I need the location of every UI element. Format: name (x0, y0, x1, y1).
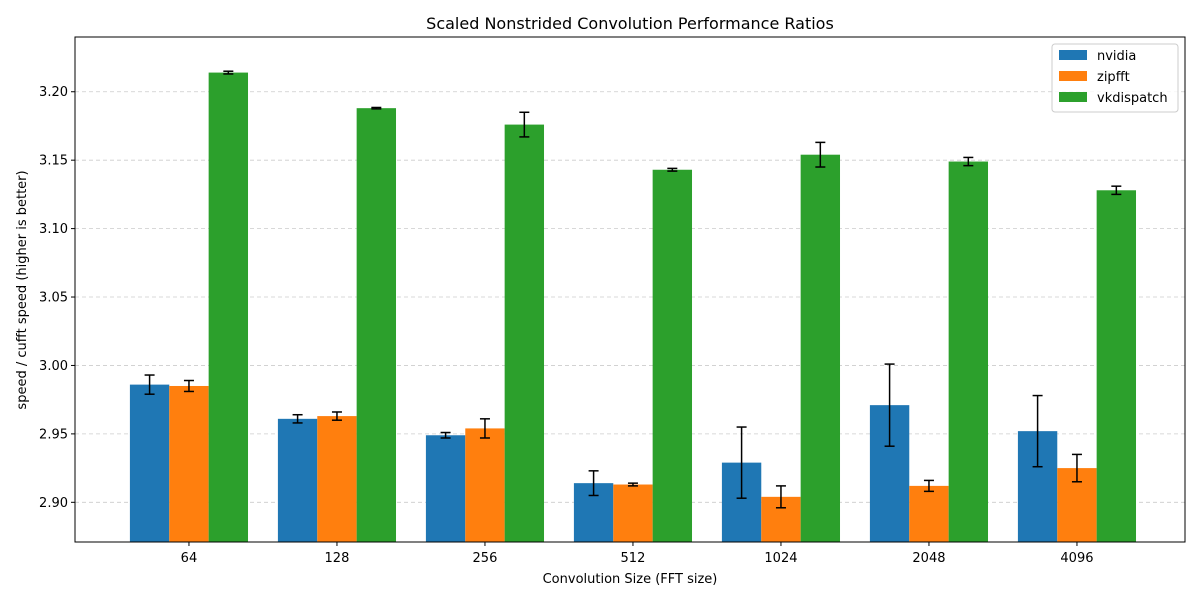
y-tick-label: 3.10 (39, 222, 68, 237)
x-tick-label: 256 (473, 551, 498, 566)
y-tick-label: 3.20 (39, 85, 68, 100)
legend-swatch-nvidia (1059, 50, 1087, 60)
error-bar-vkdispatch-64 (223, 70, 234, 75)
x-tick-label: 1024 (764, 551, 797, 566)
bar-nvidia-64 (129, 384, 170, 542)
legend-label-zipfft: zipfft (1097, 70, 1130, 85)
error-bar-nvidia-1024 (736, 426, 747, 499)
bar-vkdispatch-2048 (948, 161, 989, 542)
legend-swatch-vkdispatch (1059, 92, 1087, 102)
legend-label-nvidia: nvidia (1097, 49, 1136, 64)
error-bar-nvidia-2048 (884, 363, 895, 447)
bar-zipfft-128 (317, 416, 357, 542)
error-bar-nvidia-64 (144, 374, 155, 395)
chart-title: Scaled Nonstrided Convolution Performanc… (426, 14, 834, 33)
bar-vkdispatch-128 (356, 108, 397, 542)
error-bar-vkdispatch-4096 (1111, 185, 1122, 196)
y-tick-label: 3.05 (39, 291, 68, 306)
bar-vkdispatch-512 (652, 169, 693, 542)
x-tick-label: 4096 (1060, 551, 1093, 566)
error-bar-nvidia-512 (588, 470, 599, 497)
bar-nvidia-128 (277, 418, 318, 542)
y-tick-label: 2.95 (39, 427, 68, 442)
bar-zipfft-64 (169, 385, 209, 542)
error-bar-zipfft-4096 (1071, 453, 1082, 483)
error-bar-vkdispatch-512 (667, 167, 678, 172)
error-bar-zipfft-1024 (775, 485, 786, 509)
y-tick-label: 3.00 (39, 359, 68, 374)
error-bar-nvidia-128 (292, 413, 303, 424)
error-bar-zipfft-64 (183, 379, 194, 393)
error-bar-vkdispatch-2048 (963, 156, 974, 167)
bar-vkdispatch-64 (208, 72, 249, 543)
error-bar-zipfft-256 (479, 418, 490, 439)
error-bar-zipfft-2048 (923, 479, 934, 493)
x-axis: 64 128 256 512 1024 2048 4096 (181, 542, 1094, 566)
error-bar-vkdispatch-256 (519, 111, 530, 138)
x-tick-label: 2048 (912, 551, 945, 566)
error-bar-nvidia-4096 (1032, 394, 1043, 468)
error-bars (144, 70, 1122, 509)
bar-zipfft-512 (613, 484, 653, 542)
y-axis-label: speed / cufft speed (higher is better) (15, 170, 30, 409)
x-tick-label: 64 (181, 551, 198, 566)
bar-nvidia-256 (425, 435, 466, 542)
bar-vkdispatch-256 (504, 124, 545, 542)
bar-vkdispatch-1024 (800, 154, 841, 542)
x-tick-label: 128 (325, 551, 350, 566)
bars (129, 72, 1137, 543)
y-axis: 2.90 2.95 3.00 3.05 3.10 3.15 3.20 (39, 85, 75, 511)
y-tick-label: 3.15 (39, 154, 68, 169)
bar-vkdispatch-4096 (1096, 190, 1137, 543)
grid-lines (75, 91, 1185, 503)
error-bar-vkdispatch-128 (371, 106, 382, 110)
x-axis-label: Convolution Size (FFT size) (543, 572, 718, 587)
bar-zipfft-2048 (909, 485, 949, 542)
y-tick-label: 2.90 (39, 496, 68, 511)
legend-swatch-zipfft (1059, 71, 1087, 81)
error-bar-zipfft-128 (331, 411, 342, 421)
legend: nvidia zipfft vkdispatch (1051, 43, 1179, 113)
error-bar-nvidia-256 (440, 431, 451, 439)
x-tick-label: 512 (621, 551, 646, 566)
error-bar-zipfft-512 (627, 482, 638, 487)
legend-label-vkdispatch: vkdispatch (1097, 91, 1168, 106)
plot-frame (74, 36, 1186, 543)
error-bar-vkdispatch-1024 (815, 141, 826, 168)
bar-zipfft-256 (465, 428, 505, 542)
